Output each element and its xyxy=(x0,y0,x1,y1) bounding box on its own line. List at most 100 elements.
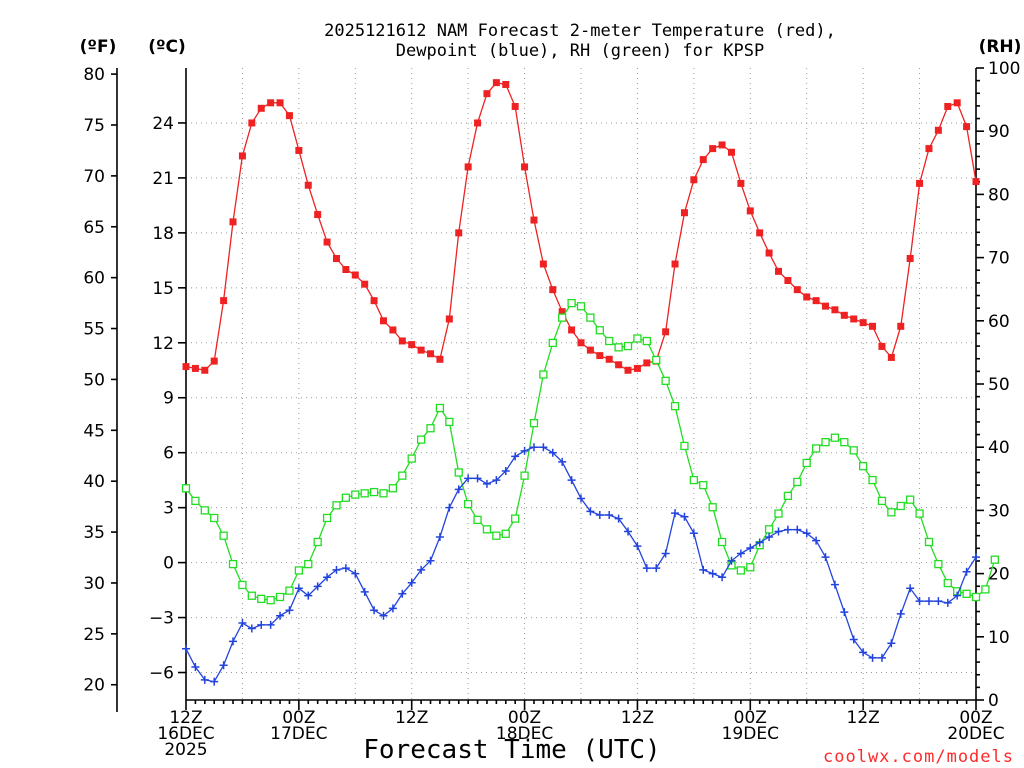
dewpoint-point xyxy=(755,538,764,547)
temperature-point xyxy=(690,176,698,184)
credit-link[interactable]: coolwx.com/models xyxy=(823,747,1014,767)
dewpoint-point xyxy=(360,587,369,596)
fahrenheit-tick-label: 70 xyxy=(83,167,105,187)
dewpoint-point xyxy=(567,476,576,485)
temperature-point xyxy=(934,126,942,134)
temperature-point xyxy=(455,229,463,237)
dewpoint-point xyxy=(896,609,905,618)
temperature-point xyxy=(191,364,199,372)
temperature-point xyxy=(323,238,331,246)
temperature-point xyxy=(445,315,453,323)
dewpoint-point xyxy=(783,525,792,534)
dewpoint-point xyxy=(812,536,821,545)
rh-point xyxy=(191,496,200,506)
dewpoint-point xyxy=(680,512,689,521)
rh-point xyxy=(360,489,369,498)
rh-point xyxy=(379,489,388,498)
dewpoint-point xyxy=(652,564,661,573)
dewpoint-point xyxy=(417,565,426,574)
dewpoint-point xyxy=(294,584,303,593)
rh-point xyxy=(435,403,445,413)
temperature-point xyxy=(615,361,623,369)
dewpoint-point xyxy=(539,443,548,452)
rh-point xyxy=(501,529,510,538)
temperature-point xyxy=(953,99,961,107)
dewpoint-point xyxy=(304,591,313,600)
dewpoint-point xyxy=(482,479,491,488)
temperature-point xyxy=(662,328,670,336)
rh-point xyxy=(482,525,492,534)
dewpoint-point xyxy=(727,556,736,565)
temperature-point xyxy=(220,297,228,305)
rh-point xyxy=(238,580,247,590)
celsius-tick-label: 18 xyxy=(152,224,174,244)
temperature-point xyxy=(229,218,237,226)
rh-point xyxy=(313,537,322,547)
celsius-tick-label: 24 xyxy=(152,114,174,134)
fahrenheit-tick-label: 65 xyxy=(83,218,105,238)
dewpoint-point xyxy=(953,591,962,600)
dewpoint-point xyxy=(229,637,238,646)
temperature-point xyxy=(568,326,576,334)
dewpoint-point xyxy=(642,564,651,573)
dewpoint-point xyxy=(492,476,501,485)
dewpoint-point xyxy=(435,532,444,541)
rh-point xyxy=(266,595,275,605)
dewpoint-point xyxy=(718,573,727,582)
dewpoint-point xyxy=(266,620,275,629)
x-tick-label: 12Z xyxy=(395,708,428,728)
rh-point xyxy=(887,508,896,517)
temperature-point xyxy=(530,216,538,224)
rh-point xyxy=(717,537,727,547)
temperature-point xyxy=(709,145,717,153)
rh-point xyxy=(210,513,219,523)
dewpoint-point xyxy=(445,503,454,512)
rh-tick-label: 100 xyxy=(988,59,1020,79)
rh-point xyxy=(849,446,858,455)
celsius-tick-label: 9 xyxy=(163,389,174,409)
temperature-point xyxy=(586,346,594,354)
dewpoint-point xyxy=(219,661,228,670)
rh-point xyxy=(924,537,934,547)
temperature-point xyxy=(408,341,416,349)
temperature-point xyxy=(850,315,858,323)
rh-point xyxy=(247,591,256,600)
rh-point xyxy=(539,370,548,379)
rh-point xyxy=(934,559,943,569)
temperature-point xyxy=(436,355,444,363)
dewpoint-point xyxy=(699,565,708,574)
rh-point xyxy=(219,531,228,540)
temperature-point xyxy=(784,276,792,284)
rh-point xyxy=(793,477,802,487)
dewpoint-point xyxy=(708,569,717,578)
rh-point xyxy=(426,424,435,433)
dewpoint-point xyxy=(388,604,397,613)
fahrenheit-tick-label: 55 xyxy=(83,320,105,340)
dewpoint-point xyxy=(323,573,332,582)
dewpoint-point xyxy=(464,474,473,483)
temperature-point xyxy=(502,80,510,88)
dewpoint-point xyxy=(793,525,802,534)
rh-point xyxy=(783,491,793,501)
rh-point xyxy=(971,592,981,602)
dewpoint-point xyxy=(868,653,877,662)
temperature-point xyxy=(887,353,895,361)
rh-point xyxy=(511,514,520,523)
temperature-point xyxy=(577,339,585,347)
temperature-point xyxy=(380,317,387,325)
dewpoint-point xyxy=(830,580,839,589)
rh-point xyxy=(275,592,285,602)
temperature-point xyxy=(643,359,651,367)
x-tick-label: 18DEC xyxy=(496,724,553,744)
rh-point xyxy=(990,555,999,564)
dewpoint-point xyxy=(736,549,745,558)
temperature-point xyxy=(906,255,914,263)
fahrenheit-tick-label: 75 xyxy=(83,116,105,136)
rh-point xyxy=(915,509,924,518)
rh-point xyxy=(736,566,746,575)
dewpoint-point xyxy=(586,507,595,516)
rh-point xyxy=(520,471,529,480)
dewpoint-point xyxy=(351,569,360,578)
dewpoint-point xyxy=(849,635,858,644)
rh-point xyxy=(699,480,708,490)
